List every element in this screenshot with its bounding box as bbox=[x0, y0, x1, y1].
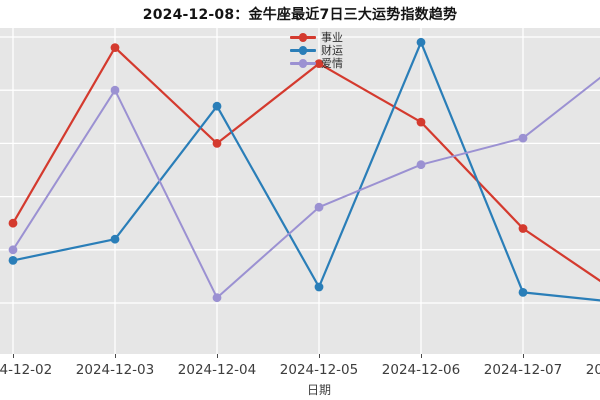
chart-title: 2024-12-08：金牛座最近7日三大运势指数趋势 bbox=[142, 7, 458, 23]
plot-area: 事业 财运 爱情 bbox=[0, 28, 600, 354]
data-point bbox=[110, 43, 120, 52]
legend-line-dot-icon bbox=[290, 31, 316, 44]
data-point bbox=[314, 59, 324, 68]
data-point bbox=[416, 117, 426, 127]
series-line bbox=[12, 41, 600, 302]
x-tick-mark bbox=[523, 354, 524, 358]
x-axis: 2024-12-02 2024-12-03 2024-12-04 2024-12… bbox=[0, 354, 600, 400]
legend-item-career: 事业 bbox=[290, 31, 360, 44]
legend-item-love: 爱情 bbox=[290, 57, 360, 70]
legend: 事业 财运 爱情 bbox=[290, 31, 360, 70]
data-point bbox=[314, 282, 324, 292]
x-tick-mark bbox=[217, 354, 218, 358]
x-tick-label: 2024-12-06 bbox=[381, 362, 461, 378]
series-line bbox=[12, 76, 600, 299]
data-point bbox=[212, 293, 222, 303]
x-tick-mark bbox=[319, 354, 320, 358]
x-axis-label: 日期 bbox=[306, 383, 332, 397]
data-point bbox=[8, 245, 18, 255]
x-tick-label: 2024-12-05 bbox=[279, 362, 359, 378]
x-tick-label: 2024-12-08 bbox=[585, 362, 600, 378]
data-point bbox=[212, 139, 222, 148]
legend-line-dot-icon bbox=[290, 57, 316, 70]
data-point bbox=[110, 85, 120, 95]
x-tick-label: 2024-12-07 bbox=[483, 362, 563, 378]
legend-item-wealth: 财运 bbox=[290, 44, 360, 57]
x-tick-mark bbox=[115, 354, 116, 358]
x-tick-label: 2024-12-04 bbox=[177, 362, 257, 378]
data-point bbox=[518, 224, 528, 233]
data-point bbox=[110, 234, 120, 244]
x-tick-mark bbox=[421, 354, 422, 358]
data-point bbox=[518, 288, 528, 297]
series-line bbox=[12, 46, 600, 283]
x-tick-label: 2024-12-02 bbox=[0, 362, 53, 378]
data-point bbox=[416, 160, 426, 170]
legend-label: 爱情 bbox=[321, 56, 343, 70]
legend-line-dot-icon bbox=[290, 44, 316, 57]
legend-label: 财运 bbox=[321, 43, 343, 57]
data-point bbox=[518, 133, 528, 143]
data-point bbox=[8, 218, 18, 228]
x-tick-mark bbox=[13, 354, 14, 358]
line-chart-canvas bbox=[0, 28, 600, 354]
data-point bbox=[416, 37, 426, 47]
legend-label: 事业 bbox=[321, 30, 343, 44]
data-point bbox=[314, 202, 324, 212]
x-tick-label: 2024-12-03 bbox=[75, 362, 155, 378]
data-point bbox=[212, 101, 222, 111]
data-point bbox=[8, 256, 18, 265]
